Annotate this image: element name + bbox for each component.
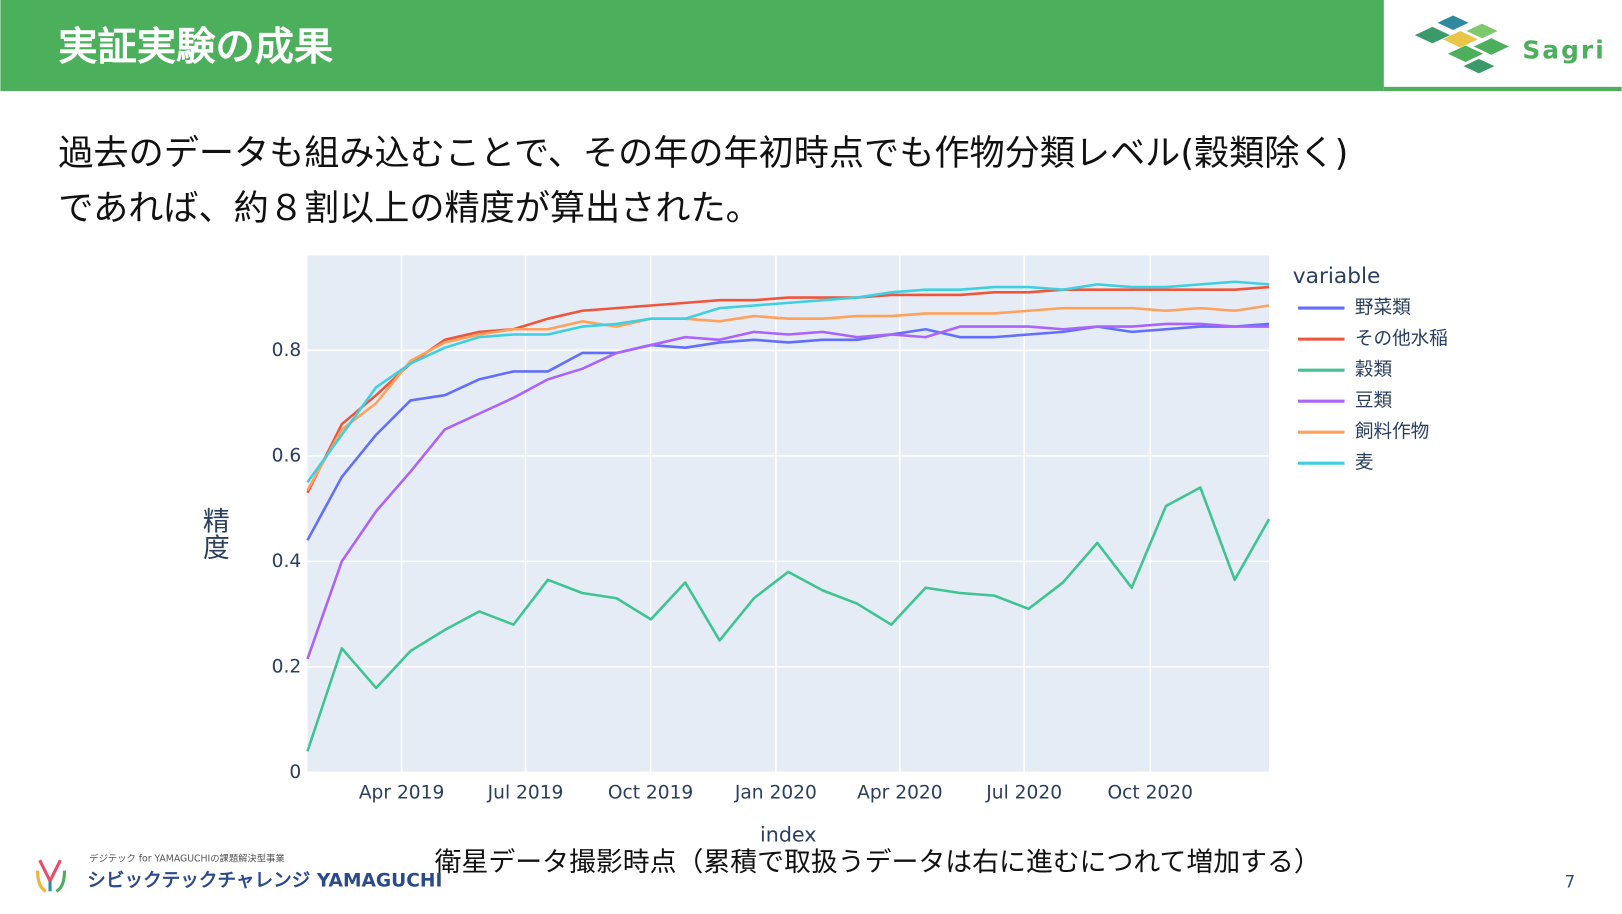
chart: 0 0.2 0.4 0.6 0.8 Apr 2019 Jul 2019 Oct 2019 Jan… — [272, 255, 1448, 804]
x-tick-label: Apr 2020 — [857, 783, 942, 804]
legend-title: variable — [1293, 264, 1381, 289]
x-tick-label: Oct 2019 — [608, 783, 693, 804]
logo-mark — [1414, 15, 1509, 74]
caption-bg — [413, 842, 1448, 905]
legend-label: 野菜類 — [1355, 298, 1411, 319]
y-tick-label: 0.4 — [272, 551, 302, 572]
legend-label: 穀類 — [1355, 360, 1393, 381]
slide-title: 実証実験の成果 — [58, 25, 333, 70]
legend-label: その他水稲 — [1355, 329, 1448, 350]
series-line — [306, 280, 1270, 483]
y-tick-label: 0.2 — [272, 656, 302, 677]
x-tick-label: Jul 2020 — [985, 783, 1062, 804]
legend-label: 飼料作物 — [1355, 422, 1429, 443]
series-line — [306, 285, 1270, 494]
y-tick-label: 0.8 — [272, 340, 302, 361]
series-line — [306, 322, 1270, 541]
legend-label: 豆類 — [1355, 391, 1393, 412]
x-tick-label: Jul 2019 — [487, 783, 564, 804]
series-line — [306, 486, 1271, 752]
y-axis-title: 精度 — [198, 506, 229, 560]
y-tick-label: 0.6 — [272, 445, 302, 466]
x-axis-title: index — [760, 822, 817, 846]
legend-label: 麦 — [1355, 453, 1374, 474]
body-line: であれば、約８割以上の精度が算出された。 — [58, 188, 760, 229]
x-tick-label: Oct 2020 — [1107, 783, 1192, 804]
body-line: 過去のデータも組み込むことで、その年の年初時点でも作物分類レベル(穀類除く) — [58, 133, 1348, 174]
x-tick-label: Jan 2020 — [734, 783, 817, 804]
y-tick-label: 0 — [289, 762, 301, 783]
footer-small: デジテック for YAMAGUCHIの課題解決型事業 — [89, 853, 284, 865]
logo-text: Sagri — [1522, 36, 1605, 65]
series-line — [306, 322, 1270, 660]
footer-name: シビックテックチャレンジ YAMAGUCHI — [87, 870, 442, 891]
series-line — [306, 304, 1270, 491]
header-bar — [0, 0, 1384, 91]
page-number: 7 — [1565, 872, 1576, 891]
plot-area — [307, 255, 1270, 773]
header-line — [1383, 86, 1622, 91]
x-tick-label: Apr 2019 — [359, 783, 444, 804]
caption: 衛星データ撮影時点（累積で取扱うデータは右に進むにつれて増加する） — [435, 847, 1321, 878]
footer-logo — [36, 859, 67, 893]
